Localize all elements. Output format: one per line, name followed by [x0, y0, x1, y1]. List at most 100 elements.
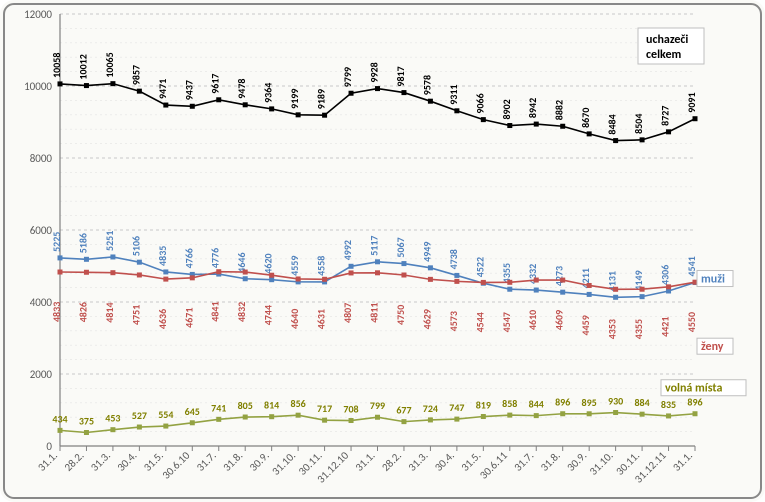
data-label-women: 4609: [553, 310, 566, 330]
x-tick-label: 28.2.: [62, 449, 87, 474]
data-label-vacancies: 895: [582, 396, 597, 409]
data-label-vacancies: 717: [317, 402, 332, 415]
marker-vacancies: [163, 424, 168, 429]
data-label-men: 5251: [103, 231, 116, 251]
line-chart: 02000400060008000100001200031.1.28.2.31.…: [0, 0, 765, 502]
marker-vacancies: [349, 418, 354, 423]
data-label-total: 8882: [553, 100, 566, 120]
marker-men: [137, 260, 142, 265]
marker-vacancies: [481, 414, 486, 419]
data-label-women: 4544: [473, 312, 486, 332]
marker-women: [243, 270, 248, 275]
marker-total: [587, 131, 592, 136]
series-label-women: ženy: [701, 340, 724, 354]
data-label-women: 4631: [315, 309, 328, 329]
marker-vacancies: [560, 411, 565, 416]
data-label-total: 8670: [579, 108, 592, 128]
data-label-total: 9311: [447, 85, 460, 105]
data-label-men: 5186: [76, 233, 89, 253]
marker-vacancies: [137, 425, 142, 430]
y-tick-label: 6000: [30, 224, 53, 237]
marker-total: [375, 86, 380, 91]
data-label-total: 9617: [209, 74, 222, 94]
data-label-vacancies: 434: [52, 412, 67, 425]
marker-men: [375, 259, 380, 264]
x-tick-label: 31.1.: [670, 449, 695, 474]
data-label-women: 4573: [447, 311, 460, 331]
data-label-men: 4273: [553, 266, 566, 286]
marker-total: [481, 117, 486, 122]
data-label-vacancies: 805: [238, 399, 253, 412]
marker-total: [693, 116, 698, 121]
data-label-total: 10012: [76, 54, 89, 79]
x-tick-label: 30.4.: [432, 449, 457, 474]
marker-women: [269, 273, 274, 278]
data-label-total: 10065: [103, 52, 116, 77]
data-label-total: 9578: [420, 75, 433, 95]
data-label-vacancies: 884: [634, 396, 649, 409]
legend-text: uchazeči: [646, 33, 688, 47]
data-label-women: 4814: [103, 302, 116, 322]
marker-vacancies: [375, 415, 380, 420]
marker-men: [163, 269, 168, 274]
data-label-women: 4550: [685, 312, 698, 332]
x-tick-label: 30.9.: [247, 449, 272, 474]
data-label-vacancies: 896: [687, 396, 702, 409]
marker-men: [587, 292, 592, 297]
marker-men: [243, 276, 248, 281]
marker-women: [428, 277, 433, 282]
data-label-women: 4750: [394, 305, 407, 325]
y-tick-label: 2000: [30, 368, 53, 381]
y-tick-label: 8000: [30, 152, 53, 165]
data-label-vacancies: 858: [502, 397, 517, 410]
data-label-women: 4629: [420, 309, 433, 329]
marker-men: [640, 294, 645, 299]
marker-men: [454, 273, 459, 278]
marker-total: [137, 89, 142, 94]
marker-total: [560, 124, 565, 129]
marker-vacancies: [110, 427, 115, 432]
data-label-women: 4610: [526, 310, 539, 330]
data-label-total: 8942: [526, 98, 539, 118]
data-label-total: 8484: [606, 114, 619, 134]
marker-total: [401, 90, 406, 95]
data-label-total: 9857: [129, 65, 142, 85]
marker-vacancies: [507, 413, 512, 418]
data-label-vacancies: 453: [105, 412, 120, 425]
data-label-women: 4671: [182, 308, 195, 328]
data-label-vacancies: 375: [79, 415, 94, 428]
marker-total: [296, 112, 301, 117]
marker-total: [110, 81, 115, 86]
series-label-vacancies: volná místa: [665, 382, 722, 396]
marker-women: [110, 270, 115, 275]
data-label-total: 9066: [473, 93, 486, 113]
marker-total: [454, 108, 459, 113]
marker-total: [269, 106, 274, 111]
marker-women: [190, 275, 195, 280]
data-label-men: 5106: [129, 236, 142, 256]
data-label-vacancies: 747: [449, 401, 464, 414]
marker-men: [560, 290, 565, 295]
data-label-total: 9091: [685, 92, 698, 112]
data-label-vacancies: 799: [370, 399, 385, 412]
x-tick-label: 31.3.: [88, 449, 113, 474]
data-label-vacancies: 814: [264, 399, 279, 412]
data-label-women: 4744: [262, 305, 275, 325]
marker-women: [613, 287, 618, 292]
data-label-women: 4807: [341, 303, 354, 323]
data-label-women: 4459: [579, 315, 592, 335]
data-label-women: 4640: [288, 309, 301, 329]
data-label-vacancies: 708: [343, 403, 358, 416]
marker-women: [84, 270, 89, 275]
marker-women: [349, 270, 354, 275]
marker-men: [534, 288, 539, 293]
marker-total: [243, 102, 248, 107]
marker-total: [640, 137, 645, 142]
marker-total: [666, 129, 671, 134]
marker-women: [322, 277, 327, 282]
data-label-women: 4811: [368, 303, 381, 323]
series-label-men: muži: [701, 273, 725, 287]
marker-vacancies: [613, 410, 618, 415]
data-label-men: 4522: [473, 257, 486, 277]
data-label-men: 4558: [315, 256, 328, 276]
